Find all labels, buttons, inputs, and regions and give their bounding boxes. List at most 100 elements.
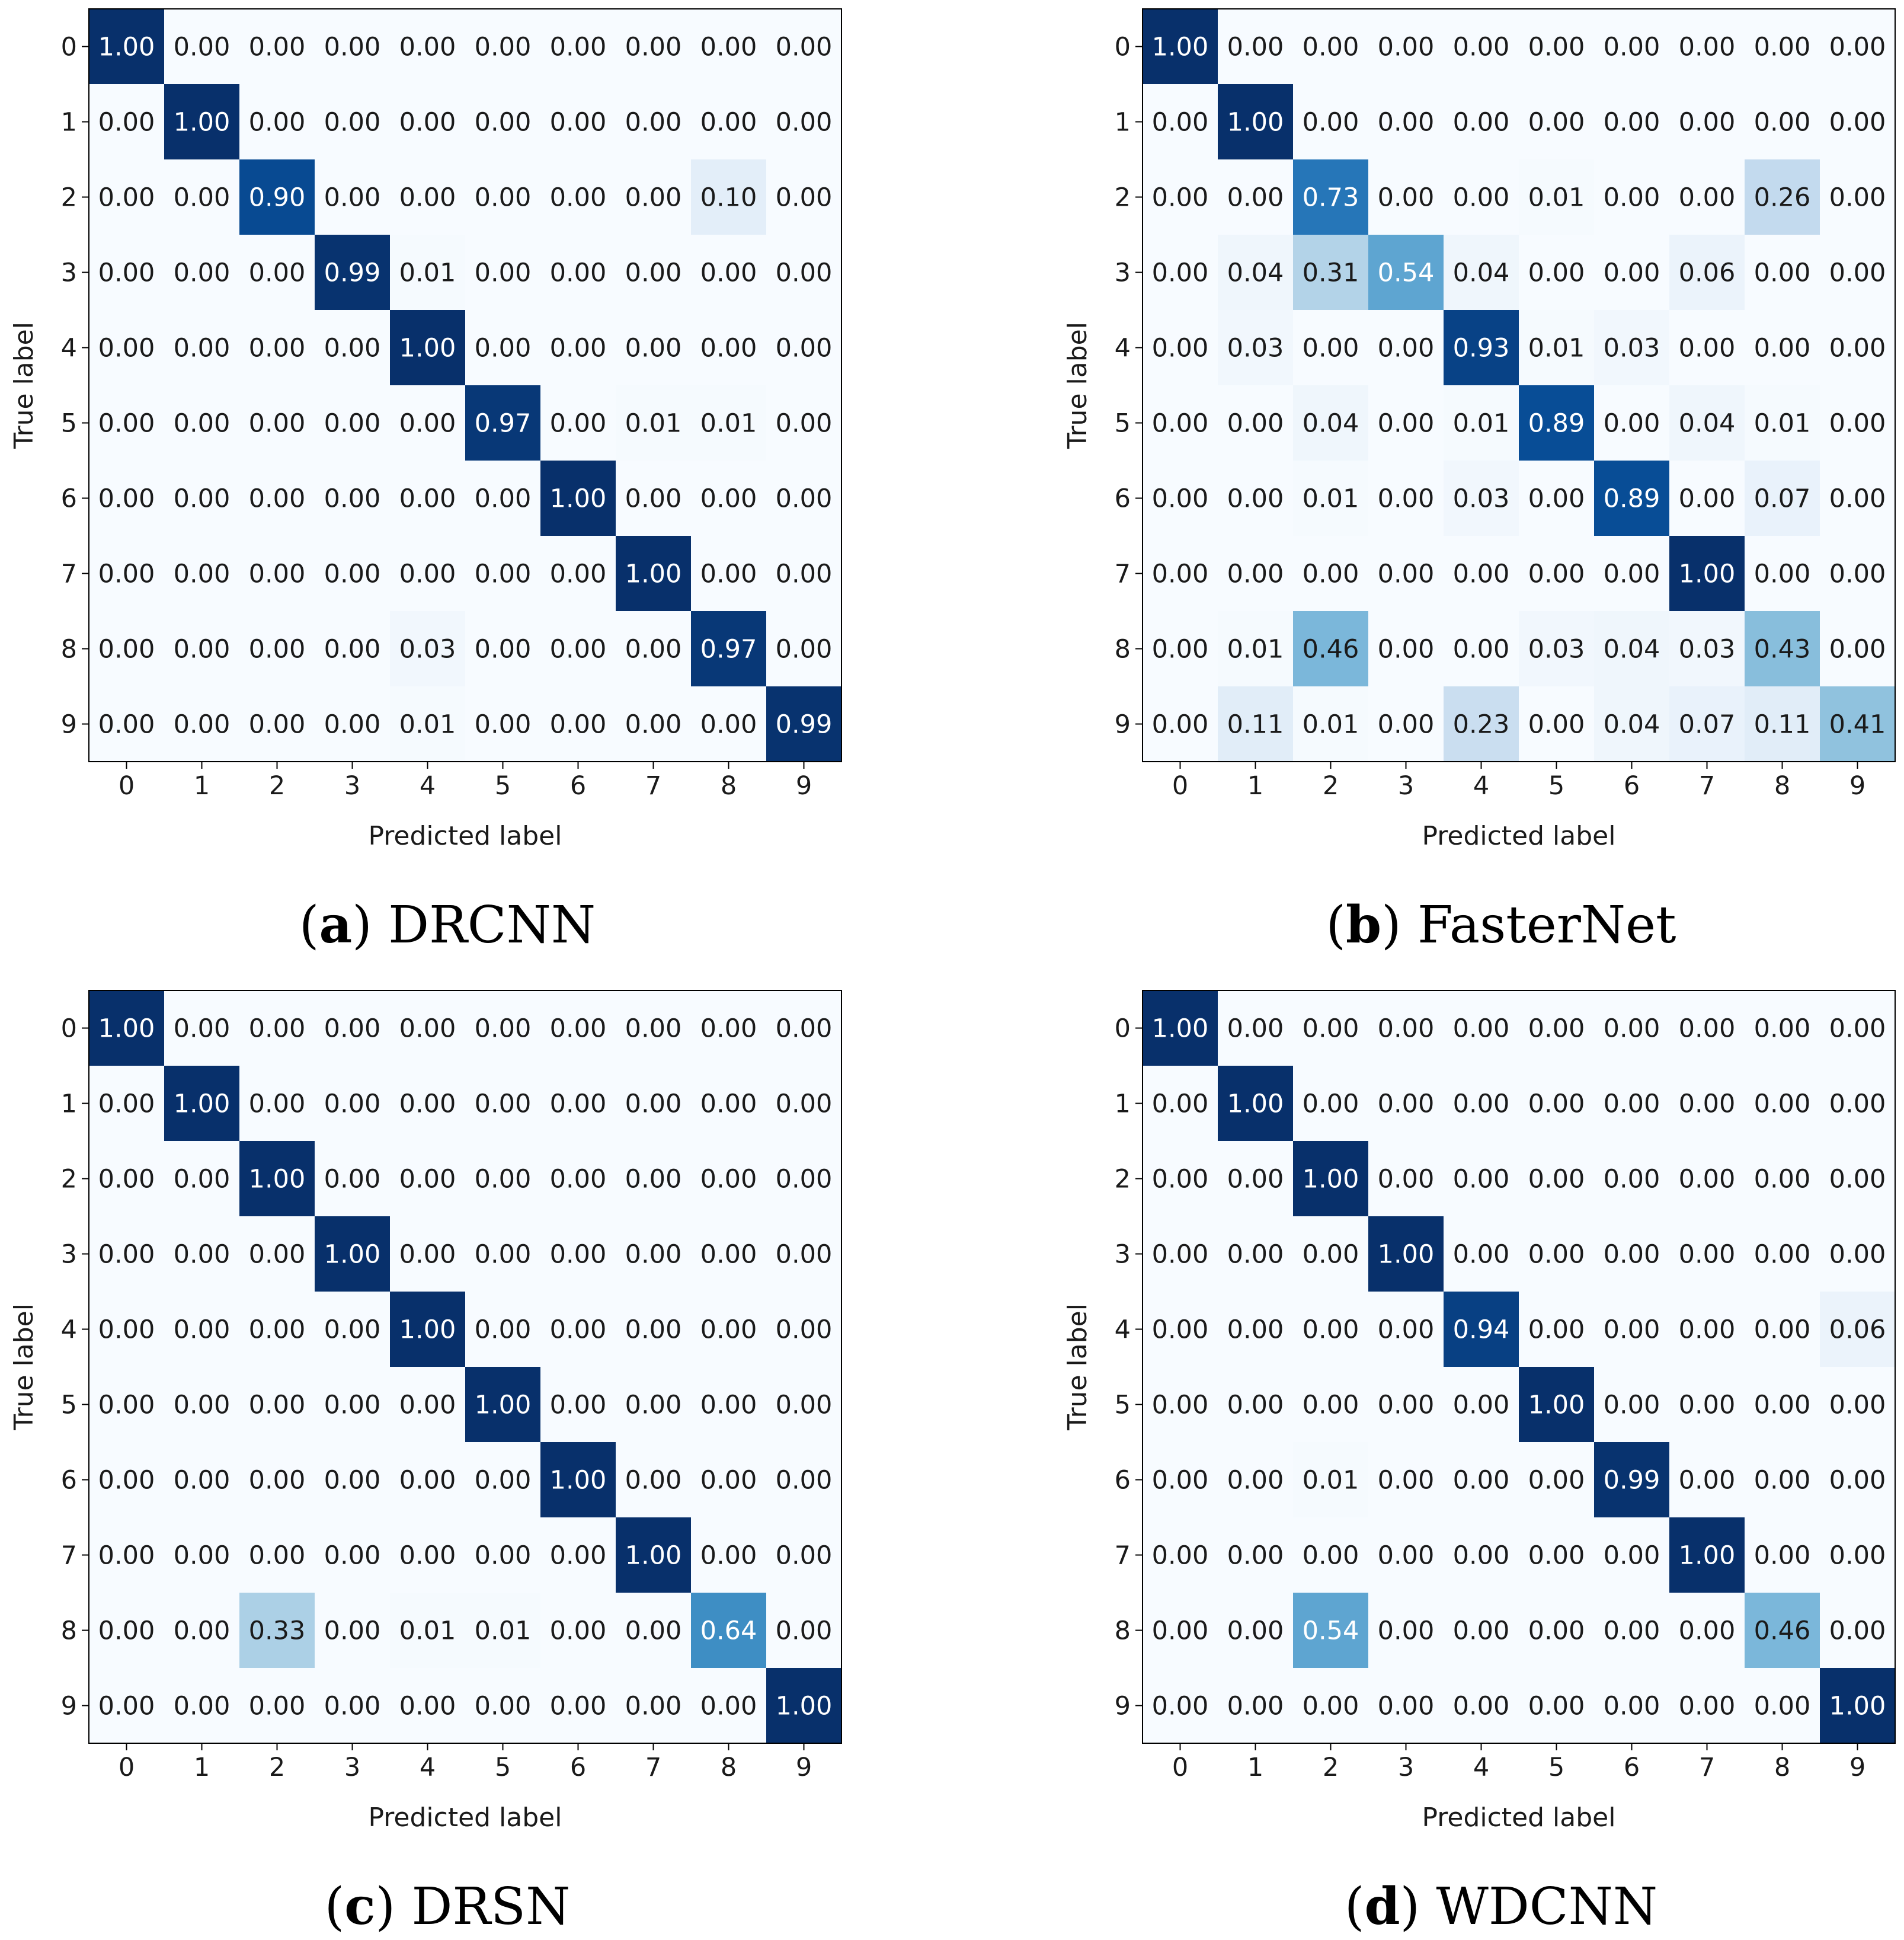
cell-value-label: 1.00 [475,1391,532,1420]
cell-value-label: 0.03 [1604,334,1660,363]
matrix-cell [465,159,541,235]
matrix-cell [691,990,767,1066]
matrix-cell [315,990,391,1066]
y-tick-label: 9 [1115,710,1131,740]
matrix-cell [1293,1066,1369,1142]
cell-value-label: 1.00 [1152,33,1209,62]
matrix-cell [1293,990,1369,1066]
matrix-cell [164,1668,240,1744]
y-tick-label: 2 [61,1165,77,1194]
cell-value-label: 0.00 [625,258,682,288]
cell-value-label: 0.00 [399,1165,456,1194]
matrix-cell [1519,536,1595,612]
matrix-cell [1594,159,1670,235]
matrix-cell [315,1216,391,1292]
cell-value-label: 0.00 [550,1165,607,1194]
cell-value-label: 0.00 [174,635,231,664]
cell-value-label: 1.00 [1528,1391,1585,1420]
matrix-cell [1820,9,1896,85]
matrix-cell [766,159,842,235]
x-tick-label: 7 [1699,1753,1715,1782]
matrix-cell [1143,686,1218,762]
matrix-cell [1820,611,1896,687]
cell-value-label: 0.89 [1528,409,1585,439]
matrix-cell [1519,310,1595,386]
matrix-cell [616,1066,692,1142]
cell-value-label: 0.00 [550,409,607,439]
cell-value-label: 0.00 [776,33,833,62]
cell-value-label: 0.00 [1528,1089,1585,1119]
y-tick-label: 5 [61,409,77,439]
cell-value-label: 0.00 [324,409,381,439]
x-tick-label: 1 [1247,771,1263,801]
cell-value-label: 0.00 [1453,560,1510,589]
matrix-cell [1218,84,1294,160]
matrix-cell [1745,536,1820,612]
cell-value-label: 0.00 [1227,1692,1284,1721]
matrix-cell [540,611,616,687]
x-tick-label: 6 [570,771,586,801]
cell-value-label: 0.00 [1378,334,1435,363]
cell-value-label: 0.00 [249,560,306,589]
cell-value-label: 0.00 [1453,1014,1510,1044]
x-axis-label: Predicted label [369,1802,562,1833]
cell-value-label: 0.00 [249,635,306,664]
cell-value-label: 0.00 [625,484,682,514]
cell-value-label: 0.00 [399,409,456,439]
matrix-cell [164,686,240,762]
cell-value-label: 0.00 [625,33,682,62]
cell-value-label: 0.00 [1604,183,1660,213]
matrix-cell [691,1066,767,1142]
matrix-cell [1669,536,1745,612]
matrix-cell [390,1292,466,1367]
matrix-cell [616,1668,692,1744]
matrix-cell [239,1593,315,1669]
matrix-cell [766,686,842,762]
matrix-cell [164,1216,240,1292]
x-tick-label: 4 [1473,1753,1489,1782]
cell-value-label: 0.00 [249,1541,306,1571]
cell-value-label: 0.00 [98,1315,155,1345]
cell-value-label: 0.00 [1604,1240,1660,1270]
matrix-cell [540,159,616,235]
matrix-cell [766,84,842,160]
matrix-cell [1669,1292,1745,1367]
matrix-cell [465,1367,541,1443]
matrix-cell [1820,461,1896,536]
matrix-cell [766,9,842,85]
cell-value-label: 0.94 [1453,1315,1510,1345]
cell-value-label: 0.00 [174,33,231,62]
matrix-cell [1293,1442,1369,1518]
cell-value-label: 0.11 [1754,710,1811,740]
cell-value-label: 0.00 [1754,258,1811,288]
y-tick-label: 6 [61,1466,77,1495]
matrix-cell [1669,1367,1745,1443]
matrix-cell [315,1141,391,1217]
matrix-cell [1820,1216,1896,1292]
cell-value-label: 0.00 [550,710,607,740]
matrix-cell [1745,1141,1820,1217]
cell-value-label: 0.00 [1303,1315,1359,1345]
cell-value-label: 0.00 [174,560,231,589]
matrix-cell [1519,990,1595,1066]
cell-value-label: 0.00 [98,1541,155,1571]
cell-value-label: 0.01 [1528,334,1585,363]
x-axis-label: Predicted label [369,821,562,851]
matrix-cell [1519,1216,1595,1292]
matrix-cell [1745,1442,1820,1518]
matrix-cell [1745,84,1820,160]
cell-value-label: 0.00 [1754,334,1811,363]
cell-value-label: 0.00 [1378,1391,1435,1420]
cell-value-label: 0.00 [776,334,833,363]
cell-value-label: 0.00 [399,1692,456,1721]
cell-value-label: 0.00 [1453,108,1510,138]
cell-value-label: 0.00 [98,183,155,213]
matrix-cell [465,686,541,762]
cell-value-label: 0.00 [625,1240,682,1270]
cell-value-label: 0.00 [1152,258,1209,288]
cell-value-label: 0.00 [700,108,757,138]
cell-value-label: 0.00 [1528,1165,1585,1194]
x-tick-label: 4 [1473,771,1489,801]
cell-value-label: 0.00 [776,258,833,288]
matrix-cell [164,1367,240,1443]
